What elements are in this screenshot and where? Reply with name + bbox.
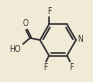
Text: N: N — [77, 36, 83, 45]
Text: F: F — [69, 63, 73, 72]
Text: F: F — [43, 63, 47, 72]
Text: F: F — [47, 7, 51, 16]
Text: O: O — [23, 20, 29, 29]
Text: HO: HO — [9, 46, 21, 55]
